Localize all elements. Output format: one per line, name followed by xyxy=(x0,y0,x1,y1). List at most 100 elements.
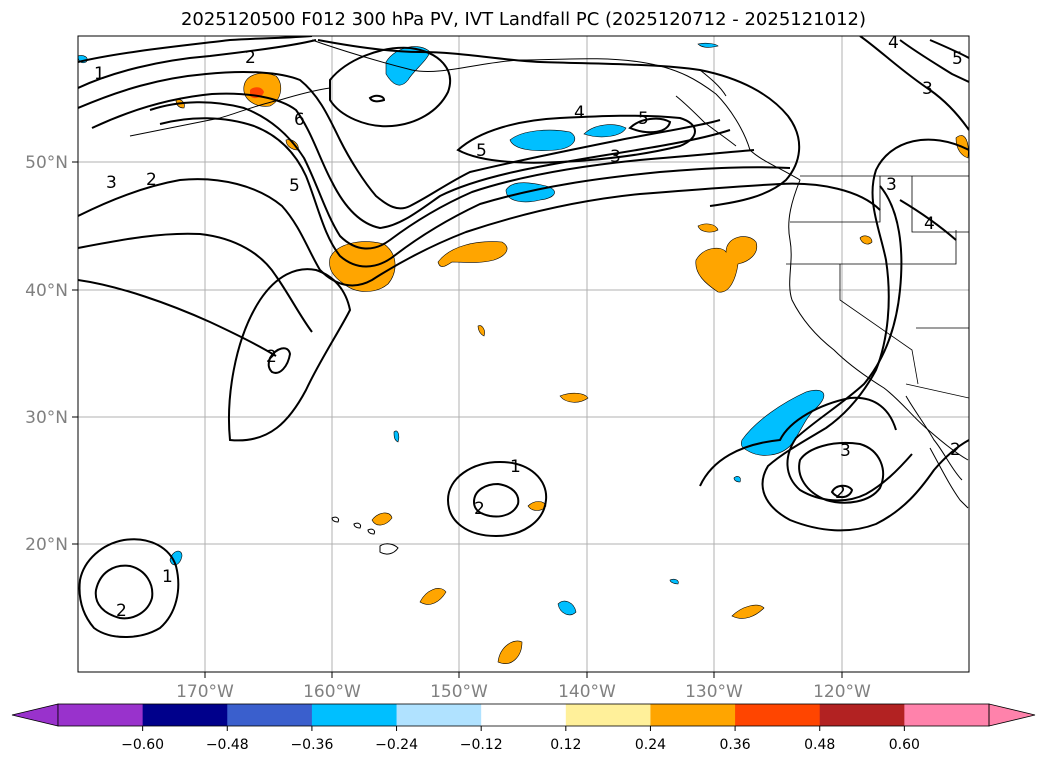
longitude-labels: 170°W 160°W 150°W 140°W 130°W 120°W xyxy=(176,682,871,702)
pv-contour xyxy=(78,232,313,333)
contour-label: 2 xyxy=(146,170,157,190)
lon-label: 140°W xyxy=(558,682,616,702)
contour-label: 3 xyxy=(610,147,621,167)
pv-contour xyxy=(317,39,801,207)
map-panel: 1 2 2 3 5 6 4 5 3 5 4 5 3 3 2 2 1 3 2 1 … xyxy=(78,33,969,672)
lon-label: 160°W xyxy=(303,682,361,702)
pv-contour xyxy=(78,39,317,89)
hawaii-island xyxy=(367,528,375,535)
pv-contour xyxy=(699,396,897,487)
contour-labels: 1 2 2 3 5 6 4 5 3 5 4 5 3 3 2 2 1 3 2 1 … xyxy=(94,33,963,621)
colorbar-under-arrow xyxy=(11,703,59,727)
pc-shading xyxy=(78,42,969,664)
contour-label: 6 xyxy=(294,110,305,130)
colorbar: −0.60 −0.48 −0.36 −0.24 −0.12 0.12 0.24 0.36 0.4… xyxy=(11,703,1036,753)
cyan-region xyxy=(505,182,555,203)
us-mexico-border xyxy=(905,383,969,399)
colorbar-box xyxy=(311,704,398,726)
pv-contour xyxy=(78,178,881,287)
orange-region xyxy=(859,235,873,245)
contour-label: 1 xyxy=(162,567,173,587)
aleutian-islands xyxy=(129,87,331,137)
colorbar-ticks: −0.60 −0.48 −0.36 −0.24 −0.12 0.12 0.24 0.36 0.4… xyxy=(121,726,920,753)
contour-label: 1 xyxy=(94,64,105,84)
baja-coast xyxy=(905,395,963,481)
colorbar-box xyxy=(481,704,567,726)
pv-contour xyxy=(94,564,154,620)
pv-contour xyxy=(91,92,731,230)
colorbar-box xyxy=(904,704,990,726)
graticule xyxy=(78,36,969,672)
alaska-panhandle xyxy=(675,69,737,147)
mainland-mexico-coast xyxy=(929,447,969,509)
colorbar-box xyxy=(650,704,736,726)
colorbar-tick-label: 0.60 xyxy=(889,737,920,753)
cyan-region xyxy=(169,550,183,566)
lon-label: 150°W xyxy=(430,682,488,702)
colorbar-tick-label: −0.12 xyxy=(460,737,503,753)
pv-contour xyxy=(228,268,352,442)
pv-contour xyxy=(149,101,755,250)
latitude-labels: 50°N 40°N 30°N 20°N xyxy=(25,153,68,555)
colorbar-tick-label: 0.36 xyxy=(720,737,751,753)
pv-contour xyxy=(368,94,386,103)
contour-label: 2 xyxy=(116,601,127,621)
orange-region xyxy=(527,501,547,511)
cyan-region xyxy=(509,129,576,151)
pv-contour xyxy=(329,46,451,128)
axis-ticks xyxy=(72,161,843,678)
contour-label: 1 xyxy=(510,457,521,477)
colorbar-tick-label: −0.48 xyxy=(206,737,249,753)
map-background xyxy=(78,36,969,672)
hawaii-island xyxy=(379,543,399,555)
pv-contours xyxy=(78,36,969,638)
pv-contour xyxy=(159,117,791,268)
hawaii-island xyxy=(331,516,339,523)
orange-region xyxy=(477,325,485,337)
contour-label: 2 xyxy=(950,440,961,460)
orange-region xyxy=(371,512,393,526)
contour-label: 2 xyxy=(474,499,485,519)
state-border xyxy=(790,176,881,223)
contour-label: 3 xyxy=(840,441,851,461)
coastlines xyxy=(129,39,969,555)
contour-label: 2 xyxy=(835,483,846,503)
pv-contour xyxy=(929,39,969,59)
pv-contour xyxy=(628,117,672,134)
orange-region xyxy=(697,223,719,233)
colorbar-tick-label: 0.48 xyxy=(804,737,835,753)
colorbar-tick-label: −0.60 xyxy=(121,737,164,753)
cyan-region xyxy=(557,600,577,616)
colorbar-frame xyxy=(57,703,990,727)
hawaii-island xyxy=(353,522,361,529)
colorbar-over-arrow xyxy=(988,703,1036,727)
contour-label: 5 xyxy=(952,49,963,69)
colorbar-box xyxy=(735,704,821,726)
orange-region xyxy=(731,604,765,619)
pv-contour xyxy=(446,460,548,538)
lon-label: 170°W xyxy=(176,682,234,702)
colorbar-tick-label: −0.24 xyxy=(375,737,418,753)
pv-contour xyxy=(899,39,969,83)
contour-label: 2 xyxy=(266,347,277,367)
pv-contour xyxy=(786,185,913,502)
lat-label: 30°N xyxy=(25,408,68,428)
pv-contour xyxy=(456,114,696,164)
state-border xyxy=(786,230,957,265)
colorbar-boxes xyxy=(58,704,990,726)
contour-label: 4 xyxy=(888,33,899,53)
contour-label: 3 xyxy=(106,173,117,193)
cyan-region xyxy=(669,578,679,585)
borders xyxy=(786,175,969,399)
lat-label: 50°N xyxy=(25,153,68,173)
lat-label: 20°N xyxy=(25,535,68,555)
contour-label: 5 xyxy=(476,141,487,161)
north-america-coast xyxy=(311,39,969,461)
orange-region xyxy=(497,640,523,664)
state-border xyxy=(911,176,969,329)
orange-region xyxy=(437,241,508,267)
colorbar-box xyxy=(565,704,651,726)
map-title: 2025120500 F012 300 hPa PV, IVT Landfall… xyxy=(180,9,867,30)
contour-label: 5 xyxy=(289,176,300,196)
